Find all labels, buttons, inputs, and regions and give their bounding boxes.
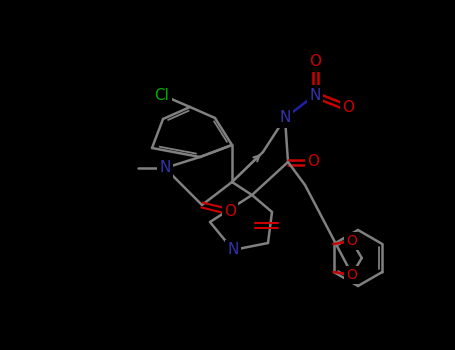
Text: O: O <box>342 100 354 116</box>
Text: O: O <box>307 154 319 169</box>
Text: O: O <box>346 234 357 248</box>
Text: Cl: Cl <box>155 88 169 103</box>
Text: N: N <box>279 111 291 126</box>
Text: N: N <box>309 88 321 103</box>
Text: O: O <box>346 268 357 282</box>
Text: N: N <box>228 243 239 258</box>
Text: O: O <box>224 204 236 219</box>
Text: O: O <box>309 55 321 70</box>
Text: N: N <box>159 161 171 175</box>
